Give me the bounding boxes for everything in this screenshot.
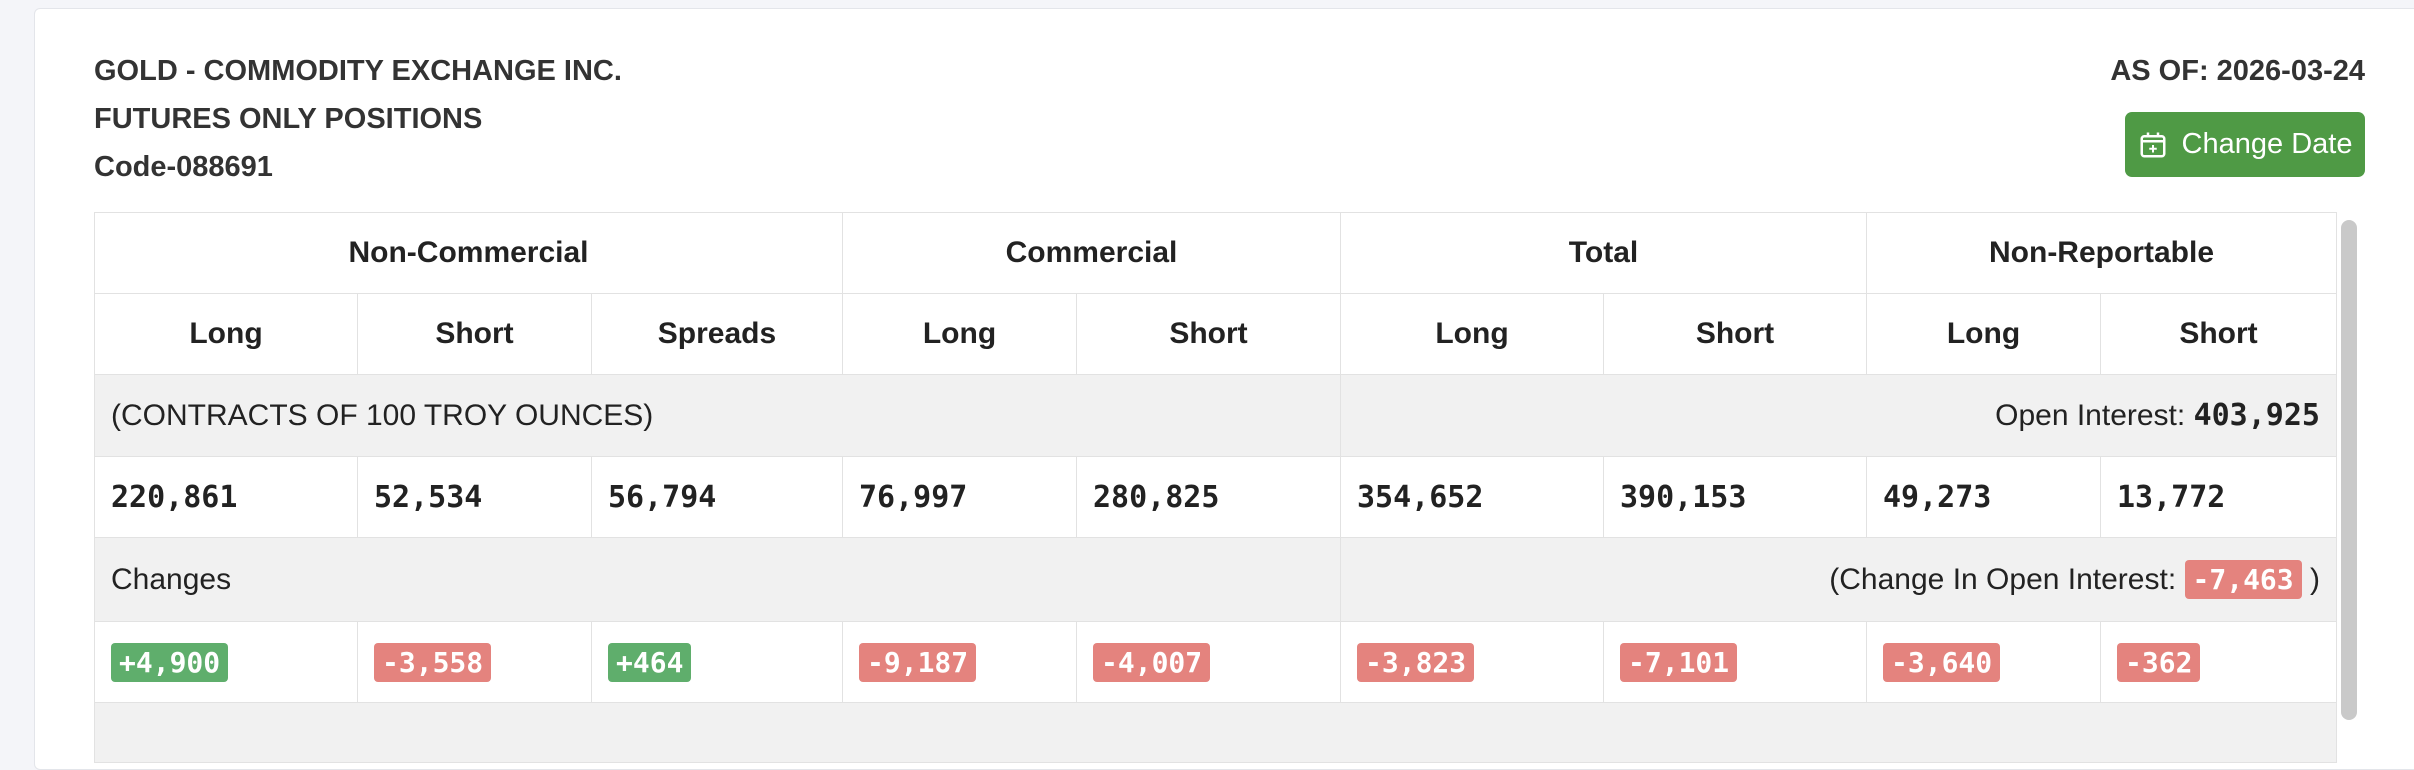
subtitle: FUTURES ONLY POSITIONS (94, 103, 483, 135)
code: Code-088691 (94, 151, 273, 183)
change-cell: -7,101 (1603, 621, 1867, 703)
positions-table: Non-Commercial Commercial Total Non-Reporta… (94, 212, 2337, 763)
scrollbar[interactable] (2341, 220, 2357, 720)
group-header: Non-Commercial (94, 212, 843, 294)
change-value: -3,823 (1357, 642, 1475, 682)
column-header: Short (357, 293, 592, 375)
group-header: Total (1340, 212, 1867, 294)
change-cell: -9,187 (842, 621, 1077, 703)
change-cell: +464 (591, 621, 843, 703)
column-header: Long (1866, 293, 2101, 375)
change-oi-cell: (Change In Open Interest: -7,463 ) (1340, 537, 2337, 622)
position-value: 13,772 (2100, 456, 2337, 538)
change-cell: -3,823 (1340, 621, 1604, 703)
next-row (94, 702, 2337, 763)
change-value: -9,187 (859, 642, 977, 682)
group-header: Commercial (842, 212, 1341, 294)
position-value: 49,273 (1866, 456, 2101, 538)
change-date-button[interactable]: Change Date (2125, 112, 2365, 177)
change-value: +4,900 (111, 642, 229, 682)
change-cell: +4,900 (94, 621, 358, 703)
column-header: Short (1076, 293, 1341, 375)
change-cell: -4,007 (1076, 621, 1341, 703)
column-header: Long (94, 293, 358, 375)
change-value: -4,007 (1093, 642, 1211, 682)
change-value: -362 (2117, 642, 2201, 682)
position-value: 354,652 (1340, 456, 1604, 538)
position-value: 220,861 (94, 456, 358, 538)
change-value: -3,640 (1883, 642, 2001, 682)
title: GOLD - COMMODITY EXCHANGE INC. (94, 55, 622, 87)
column-header: Long (1340, 293, 1604, 375)
change-cell: -3,640 (1866, 621, 2101, 703)
units: (CONTRACTS OF 100 TROY OUNCES) (94, 374, 1341, 457)
group-header: Non-Reportable (1866, 212, 2337, 294)
change-oi-label: (Change In Open Interest: (1829, 563, 2177, 596)
as-of: AS OF: 2026-03-24 (2110, 55, 2365, 87)
position-value: 52,534 (357, 456, 592, 538)
change-oi-close: ) (2310, 563, 2320, 596)
column-header: Short (1603, 293, 1867, 375)
position-value: 76,997 (842, 456, 1077, 538)
change-value: +464 (608, 642, 692, 682)
change-cell: -362 (2100, 621, 2337, 703)
position-value: 56,794 (591, 456, 843, 538)
column-header: Spreads (591, 293, 843, 375)
column-header: Long (842, 293, 1077, 375)
position-value: 390,153 (1603, 456, 1867, 538)
page: {"header":{"title":"GOLD - COMMODITY EXC… (34, 8, 2414, 770)
calendar-icon (2140, 132, 2166, 157)
change-oi: -7,463 (2184, 560, 2302, 599)
changes-label: Changes (94, 537, 1341, 622)
change-value: -3,558 (374, 642, 492, 682)
column-header: Short (2100, 293, 2337, 375)
open-interest: 403,925 (2193, 398, 2320, 433)
position-value: 280,825 (1076, 456, 1341, 538)
change-value: -7,101 (1620, 642, 1738, 682)
change-cell: -3,558 (357, 621, 592, 703)
button-label: Change Date (2181, 128, 2353, 160)
open-interest-cell: Open Interest: 403,925 (1340, 374, 2337, 457)
open-interest-label: Open Interest: (1995, 399, 2186, 432)
